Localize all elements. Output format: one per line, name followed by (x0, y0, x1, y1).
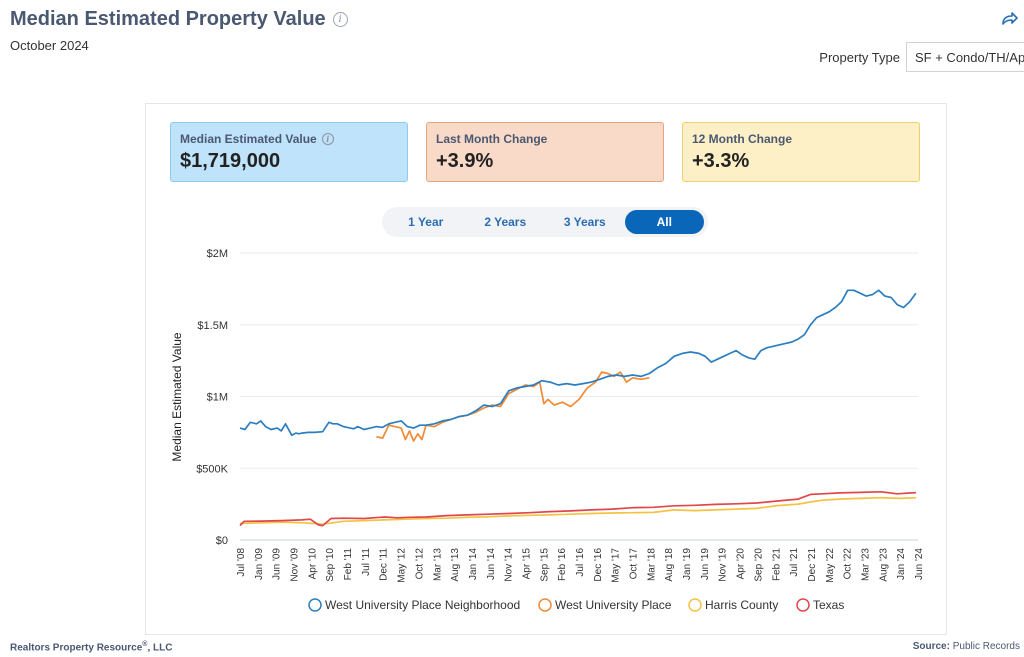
range-1-year-button[interactable]: 1 Year (408, 215, 444, 229)
median-value-label: Median Estimated Value (180, 132, 317, 146)
x-tick-label: Jul '16 (575, 548, 586, 577)
last-month-change-value: +3.9% (436, 150, 494, 172)
median-value: $1,719,000 (180, 150, 281, 172)
info-icon[interactable]: i (321, 133, 334, 145)
x-tick-label: Sep '15 (539, 548, 550, 582)
legend-marker (796, 598, 810, 612)
property-type-select[interactable]: SF + Condo/TH/Apt (906, 42, 1024, 72)
x-tick-label: Jan '09 (254, 548, 265, 580)
y-tick-label: $1.5M (197, 320, 228, 332)
x-tick-label: Jan '24 (896, 548, 907, 580)
title-row: Median Estimated Property Value i (10, 8, 348, 31)
series-line (239, 490, 916, 527)
x-tick-label: Jun '14 (486, 548, 497, 580)
x-tick-label: Nov '14 (504, 548, 515, 582)
x-tick-label: Nov '09 (290, 548, 301, 582)
report-date: October 2024 (10, 38, 89, 53)
property-type-label: Property Type (819, 49, 900, 65)
x-tick-label: Nov '19 (718, 548, 729, 582)
x-tick-label: Jun '09 (272, 548, 283, 580)
x-tick-label: Jul '08 (236, 548, 247, 577)
y-axis-label: Median Estimated Value (170, 332, 184, 462)
median-value-card: Median Estimated Value i $1,719,000 (170, 122, 408, 182)
time-range-selector: 1 Year 2 Years 3 Years All (382, 207, 708, 237)
legend-marker (308, 598, 322, 612)
x-tick-label: May '22 (825, 548, 836, 583)
x-tick-label: Oct '17 (629, 548, 640, 580)
chart-panel: Median Estimated Value i $1,719,000 Last… (145, 103, 947, 635)
x-tick-label: May '12 (397, 548, 408, 583)
page-title: Median Estimated Property Value (10, 8, 326, 30)
legend-item[interactable]: West University Place (538, 598, 672, 612)
x-tick-label: Sep '20 (753, 548, 764, 582)
y-tick-label: $2M (207, 248, 228, 260)
last-month-change-label: Last Month Change (436, 132, 548, 146)
x-tick-label: Feb '11 (343, 548, 354, 581)
x-tick-label: Jan '19 (682, 548, 693, 580)
info-icon[interactable]: i (332, 12, 348, 27)
legend-label: West University Place Neighborhood (325, 598, 520, 612)
x-tick-label: Jan '14 (468, 548, 479, 580)
x-tick-label: Sep '10 (325, 548, 336, 582)
x-tick-label: Mar '13 (432, 548, 443, 581)
x-tick-label: Apr '15 (521, 548, 532, 580)
range-2-years-button[interactable]: 2 Years (484, 215, 527, 229)
legend-marker (538, 598, 552, 612)
series-line (239, 289, 917, 437)
x-tick-label: Jun '24 (914, 548, 925, 580)
footer-company: Realtors Property Resource (10, 642, 143, 654)
share-icon[interactable] (1000, 10, 1018, 28)
x-tick-label: Oct '12 (414, 548, 425, 580)
x-tick-label: Oct '22 (843, 548, 854, 580)
series-line (376, 371, 650, 442)
legend-label: Harris County (705, 598, 778, 612)
property-type-control: Property Type SF + Condo/TH/Apt (819, 42, 1024, 72)
x-tick-label: Aug '13 (450, 548, 461, 582)
x-tick-label: Aug '18 (664, 548, 675, 582)
legend-item[interactable]: Harris County (688, 598, 778, 612)
legend-label: Texas (813, 598, 844, 612)
x-tick-label: May '17 (611, 548, 622, 583)
y-tick-label: $0 (216, 535, 228, 547)
x-tick-label: Feb '16 (557, 548, 568, 581)
y-tick-label: $500K (196, 463, 228, 475)
twelve-month-change-value: +3.3% (692, 150, 750, 172)
source-value: Public Records (952, 641, 1020, 652)
x-tick-label: Jul '11 (361, 548, 372, 576)
source-label: Source: (912, 641, 950, 652)
x-tick-label: Dec '21 (807, 548, 818, 582)
x-tick-label: Apr '20 (736, 548, 747, 580)
footer-company-suffix: , LLC (147, 642, 173, 654)
x-tick-label: Mar '18 (646, 548, 657, 581)
registered-mark: ® (142, 641, 148, 648)
twelve-month-change-card: 12 Month Change +3.3% (682, 122, 920, 182)
x-tick-label: Apr '10 (307, 548, 318, 580)
x-tick-label: Mar '23 (860, 548, 871, 581)
y-tick-label: $1M (207, 392, 228, 404)
legend-label: West University Place (555, 598, 672, 612)
x-tick-label: Jul '21 (789, 548, 800, 577)
legend-item[interactable]: West University Place Neighborhood (308, 598, 520, 612)
legend-item[interactable]: Texas (796, 598, 844, 612)
legend-marker (688, 598, 702, 612)
footer-source: Source: Public Records (913, 641, 1020, 652)
twelve-month-change-label: 12 Month Change (692, 132, 793, 146)
x-tick-label: Jun '19 (700, 548, 711, 580)
series-line (239, 496, 916, 526)
range-all-button[interactable]: All (624, 210, 704, 234)
last-month-change-card: Last Month Change +3.9% (426, 122, 664, 182)
x-tick-label: Aug '23 (878, 548, 889, 582)
x-tick-label: Dec '11 (379, 548, 390, 581)
x-tick-label: Dec '16 (593, 548, 604, 582)
footer-credit: Realtors Property Resource®, LLC (10, 641, 172, 653)
range-3-years-button[interactable]: 3 Years (563, 215, 606, 229)
x-tick-label: Feb '21 (771, 548, 782, 581)
